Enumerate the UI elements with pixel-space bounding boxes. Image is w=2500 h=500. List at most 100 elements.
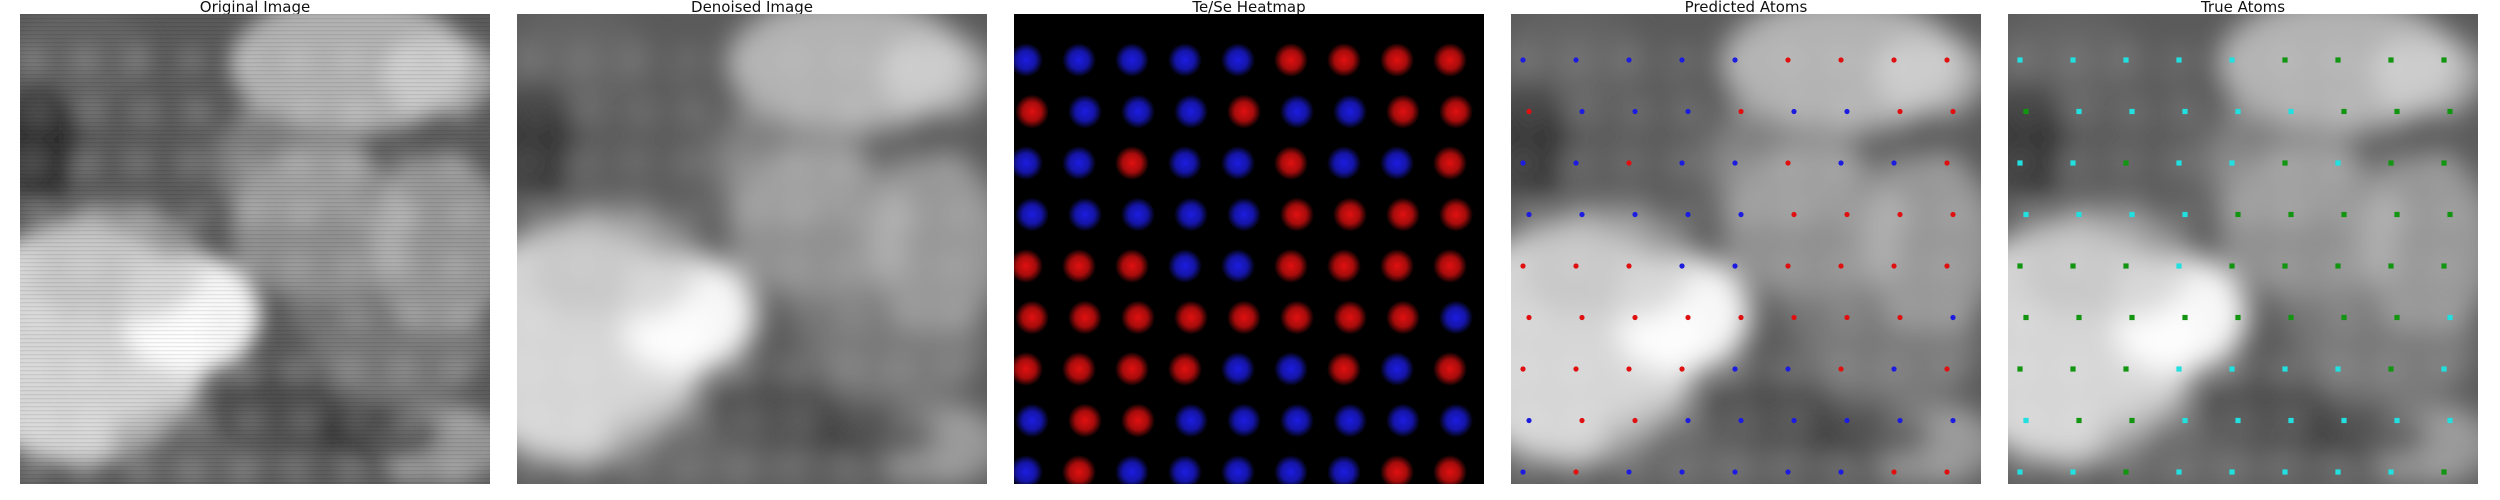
atom-marker: [2335, 160, 2341, 166]
heatmap-blob: [1062, 43, 1096, 77]
atom-marker: [1520, 469, 1526, 475]
atom-marker: [1944, 57, 1950, 63]
panel-heatmap: Te/Se Heatmap: [1014, 0, 1484, 484]
atom-marker: [2235, 314, 2241, 321]
atom-marker: [2017, 263, 2023, 269]
heatmap-blob: [1168, 43, 1202, 77]
heatmap-blob: [1068, 197, 1102, 232]
heatmap-blob: [1115, 146, 1149, 180]
heatmap-blob: [1168, 455, 1202, 484]
atom-marker: [2282, 57, 2288, 63]
atom-marker: [1844, 211, 1850, 218]
atom-marker: [2076, 417, 2082, 424]
heatmap-blob: [1380, 43, 1414, 77]
atom-marker: [2388, 263, 2394, 269]
heatmap-blob: [1062, 455, 1096, 484]
atom-marker: [1573, 57, 1579, 63]
heatmap-blob: [1062, 352, 1096, 386]
atom-marker: [1579, 108, 1585, 115]
heatmap-blob: [1227, 197, 1261, 232]
atom-marker: [2123, 366, 2129, 372]
atom-marker: [2394, 211, 2400, 218]
heatmap-blob: [1274, 455, 1308, 484]
atom-marker: [2229, 160, 2235, 166]
atom-marker: [2017, 160, 2023, 166]
heatmap-blob: [1433, 43, 1467, 77]
atom-marker: [2388, 57, 2394, 63]
heatmap-blob: [1386, 94, 1420, 129]
atom-marker: [1950, 417, 1956, 424]
heatmap-blob: [1227, 403, 1261, 438]
atom-marker: [1950, 108, 1956, 115]
atom-marker: [1526, 211, 1532, 218]
atom-marker: [1891, 469, 1897, 475]
heatmap-blob: [1221, 455, 1255, 484]
heatmap-blob: [1068, 300, 1102, 335]
scan-lines: [20, 14, 490, 484]
atom-marker: [1838, 469, 1844, 475]
atom-marker: [1626, 57, 1632, 63]
atom-marker: [2282, 366, 2288, 372]
panel-title: Predicted Atoms: [1684, 0, 1808, 16]
atom-marker: [1950, 314, 1956, 321]
atom-marker: [2447, 417, 2453, 424]
atom-marker: [1785, 366, 1791, 372]
heatmap-blob: [1227, 300, 1261, 335]
atom-marker: [2176, 366, 2182, 372]
heatmap-blob: [1221, 249, 1255, 283]
heatmap-blob: [1327, 146, 1361, 180]
heatmap-blob: [1015, 300, 1049, 335]
atom-marker: [2123, 160, 2129, 166]
panel-title: Denoised Image: [691, 0, 813, 16]
atom-marker: [1791, 314, 1797, 321]
atom-marker: [2070, 160, 2076, 166]
atom-marker: [1520, 366, 1526, 372]
atom-marker: [2394, 314, 2400, 321]
atom-marker: [1685, 314, 1691, 321]
atom-marker: [2123, 469, 2129, 475]
atom-marker: [2388, 160, 2394, 166]
atom-marker: [1738, 211, 1744, 218]
heatmap-blob: [1274, 43, 1308, 77]
heatmap-image: [1014, 14, 1484, 484]
heatmap-blob: [1121, 94, 1155, 129]
atom-marker: [2023, 314, 2029, 321]
atom-marker: [2123, 263, 2129, 269]
atom-marker: [2129, 211, 2135, 218]
atom-marker: [1520, 160, 1526, 166]
heatmap-blob: [1174, 197, 1208, 232]
heatmap-blob: [1333, 197, 1367, 232]
atom-marker: [1950, 211, 1956, 218]
atom-marker: [1679, 57, 1685, 63]
heatmap-blob: [1433, 249, 1467, 283]
heatmap-blob: [1274, 146, 1308, 180]
heatmap-blob: [1386, 300, 1420, 335]
atom-marker: [1732, 57, 1738, 63]
heatmap-blob: [1433, 455, 1467, 484]
denoised-image: [517, 14, 987, 484]
panel-title: Te/Se Heatmap: [1192, 0, 1306, 16]
atom-marker: [2076, 314, 2082, 321]
atom-marker: [1679, 469, 1685, 475]
atom-marker: [2335, 469, 2341, 475]
atom-marker: [1573, 469, 1579, 475]
heatmap-blob: [1115, 249, 1149, 283]
heatmap-blob: [1433, 352, 1467, 386]
atom-marker: [2182, 314, 2188, 321]
heatmap-blob: [1014, 43, 1043, 77]
atom-marker: [2394, 417, 2400, 424]
atom-marker: [1579, 314, 1585, 321]
atom-marker: [1526, 314, 1532, 321]
panel-original: Original Image: [20, 0, 490, 484]
atom-marker: [1844, 417, 1850, 424]
heatmap-blob: [1333, 300, 1367, 335]
atom-marker: [1944, 160, 1950, 166]
atom-marker: [1679, 366, 1685, 372]
atom-marker: [1891, 263, 1897, 269]
heatmap-blob: [1280, 197, 1314, 232]
atom-marker: [1785, 160, 1791, 166]
heatmap-blob: [1433, 146, 1467, 180]
atom-marker: [2441, 366, 2447, 372]
atom-marker: [1632, 417, 1638, 424]
atom-marker: [1897, 417, 1903, 424]
